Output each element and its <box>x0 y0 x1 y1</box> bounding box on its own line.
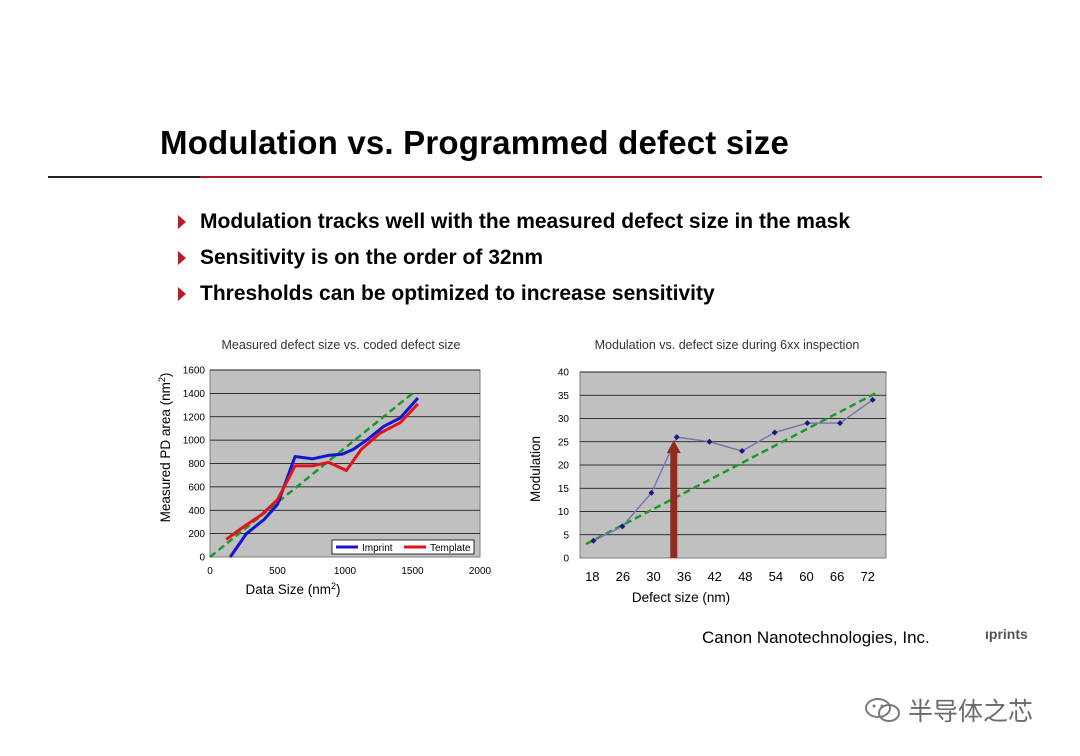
modulation-point <box>804 420 811 427</box>
modulation-point <box>648 489 655 496</box>
y-tick-label: 25 <box>558 437 570 448</box>
x-axis-label: Data Size (nm2) <box>245 581 340 597</box>
x-tick-label: 66 <box>830 569 844 584</box>
x-tick-label: 0 <box>207 566 213 577</box>
y-tick-label: 5 <box>563 530 569 541</box>
modulation-chart: Modulation vs. defect size during 6xx in… <box>520 332 900 612</box>
y-tick-label: 600 <box>188 482 205 493</box>
x-tick-label: 2000 <box>469 566 492 577</box>
chart-title: Measured defect size vs. coded defect si… <box>221 338 460 352</box>
x-tick-label: 60 <box>799 569 813 584</box>
x-tick-label: 72 <box>860 569 874 584</box>
y-tick-label: 15 <box>558 484 570 495</box>
y-tick-label: 35 <box>558 391 570 402</box>
modulation-point <box>836 420 843 427</box>
y-tick-label: 10 <box>558 507 570 518</box>
y-tick-label: 1200 <box>183 412 206 423</box>
modulation-point <box>619 523 626 530</box>
company-credit: Canon Nanotechnologies, Inc. <box>702 628 930 647</box>
sensitivity-arrow-shaft <box>670 450 678 558</box>
x-tick-label: 26 <box>616 569 630 584</box>
bullet-text: Sensitivity is on the order of 32nm <box>200 246 544 269</box>
title-rule-red <box>200 176 1042 178</box>
legend-box <box>331 539 475 555</box>
watermark-text: 半导体之芯 <box>908 698 1034 726</box>
chart-title: Modulation vs. defect size during 6xx in… <box>595 338 860 352</box>
brand-fragment: ıprints <box>985 626 1028 642</box>
y-tick-label: 400 <box>188 506 205 517</box>
x-tick-label: 42 <box>707 569 721 584</box>
y-tick-label: 0 <box>563 554 569 565</box>
series-line-imprint <box>229 397 420 558</box>
wechat-logo-icon <box>865 698 900 722</box>
bullet-arrow-icon <box>178 251 186 265</box>
modulation-point <box>869 396 876 403</box>
modulation-point <box>673 434 680 441</box>
bullet-item: Sensitivity is on the order of 32nm <box>178 242 850 278</box>
y-tick-label: 1400 <box>183 389 206 400</box>
modulation-point <box>590 537 597 544</box>
title-rule-dark <box>48 176 200 178</box>
y-tick-label: 20 <box>558 461 570 472</box>
x-tick-label: 500 <box>269 566 286 577</box>
x-tick-label: 1000 <box>334 566 357 577</box>
x-tick-label: 18 <box>585 569 599 584</box>
legend-label: Template <box>430 543 471 554</box>
bullet-text: Modulation tracks well with the measured… <box>200 210 851 233</box>
bullet-arrow-icon <box>178 215 186 229</box>
bullet-arrow-icon <box>178 287 186 301</box>
y-axis-label: Measured PD area (nm2) <box>157 373 173 523</box>
y-tick-label: 30 <box>558 414 570 425</box>
y-tick-label: 40 <box>558 368 570 379</box>
x-axis-label: Defect size (nm) <box>632 590 730 605</box>
x-tick-label: 48 <box>738 569 752 584</box>
y-tick-label: 800 <box>188 459 205 470</box>
sensitivity-arrow-head <box>666 440 681 454</box>
y-tick-label: 0 <box>199 553 205 564</box>
bullet-list: Modulation tracks well with the measured… <box>178 206 850 314</box>
y-tick-label: 1000 <box>183 436 206 447</box>
x-tick-label: 1500 <box>401 566 424 577</box>
modulation-point <box>771 429 778 436</box>
modulation-point <box>706 438 713 445</box>
bullet-text: Thresholds can be optimized to increase … <box>200 282 715 305</box>
bullet-item: Thresholds can be optimized to increase … <box>178 278 850 314</box>
x-tick-label: 54 <box>769 569 783 584</box>
slide-title: Modulation vs. Programmed defect size <box>160 124 790 161</box>
modulation-point <box>739 448 746 455</box>
y-tick-label: 200 <box>188 529 205 540</box>
modulation-series-line <box>593 399 874 542</box>
legend-label: Imprint <box>362 543 393 554</box>
y-axis-label: Modulation <box>528 436 543 502</box>
measured-defect-chart: Measured defect size vs. coded defect si… <box>150 332 510 602</box>
y-tick-label: 1600 <box>183 366 206 377</box>
x-tick-label: 30 <box>646 569 660 584</box>
series-line-template <box>225 402 419 541</box>
bullet-item: Modulation tracks well with the measured… <box>178 206 850 242</box>
modulation-chart-svg: Modulation vs. defect size during 6xx in… <box>528 338 887 605</box>
wechat-watermark: 半导体之芯 <box>864 692 1033 728</box>
x-tick-label: 36 <box>677 569 691 584</box>
measured-defect-chart-svg: Measured defect size vs. coded defect si… <box>157 338 492 597</box>
